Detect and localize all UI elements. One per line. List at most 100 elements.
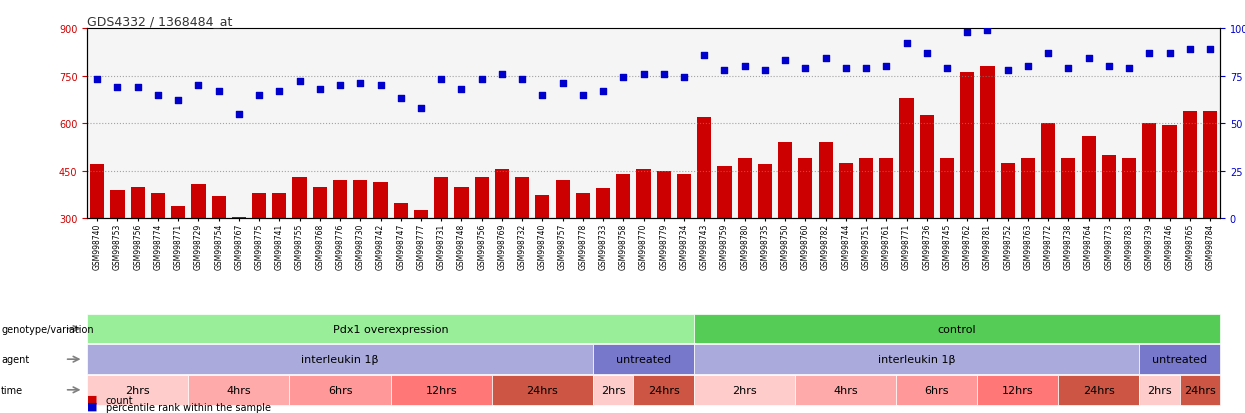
Bar [131,187,144,314]
Text: genotype/variation: genotype/variation [1,324,93,334]
Bar [697,118,711,314]
Point [977,28,997,34]
Point [754,67,774,74]
Point [391,96,411,102]
Point [573,92,593,99]
Point [857,66,876,72]
Point [209,88,229,95]
Text: 24hrs: 24hrs [647,385,680,395]
Bar [494,170,509,314]
Text: 2hrs: 2hrs [126,385,151,395]
Text: untreated: untreated [1152,354,1208,364]
Point [593,88,613,95]
Bar [1102,156,1116,314]
Bar [1183,111,1196,314]
Text: 4hrs: 4hrs [227,385,251,395]
Bar [1001,164,1015,314]
Point [1058,66,1078,72]
Point [310,86,330,93]
Text: control: control [937,324,976,334]
Bar [879,159,894,314]
Point [896,41,916,47]
Point [1038,50,1058,57]
Point [431,77,451,83]
Bar [393,203,408,314]
Bar [111,190,124,314]
Bar [656,171,671,314]
Bar [474,178,489,314]
Text: 6hrs: 6hrs [925,385,949,395]
Bar [1142,124,1157,314]
Point [815,56,835,63]
Bar [1122,159,1137,314]
Bar [616,175,630,314]
Bar [1061,159,1076,314]
Point [715,67,735,74]
Bar [354,181,367,314]
Text: 2hrs: 2hrs [1147,385,1172,395]
Point [916,50,936,57]
Bar [454,187,468,314]
Point [533,92,553,99]
Bar [940,159,954,314]
Bar [960,73,975,314]
Text: 12hrs: 12hrs [426,385,457,395]
Text: 24hrs: 24hrs [1083,385,1114,395]
Bar [171,206,186,314]
Text: untreated: untreated [616,354,671,364]
Bar [312,187,327,314]
Point [371,83,391,89]
Point [654,71,674,78]
Point [290,79,310,85]
Point [330,83,350,89]
Point [168,98,188,104]
Point [835,66,855,72]
Bar [899,99,914,314]
Text: ■: ■ [87,394,97,404]
Point [1180,47,1200,53]
Bar [293,178,306,314]
Point [937,66,957,72]
Point [411,105,431,112]
Bar [535,195,549,314]
Bar [1021,159,1035,314]
Point [796,66,815,72]
Point [614,75,634,82]
Point [735,64,754,70]
Bar [1041,124,1056,314]
Bar [596,189,610,314]
Point [997,67,1017,74]
Bar [818,143,833,314]
Bar [90,165,105,314]
Bar [232,217,247,314]
Bar [212,197,225,314]
Point [87,77,107,83]
Point [1078,56,1098,63]
Point [472,77,492,83]
Point [128,85,148,91]
Text: count: count [106,395,133,405]
Point [148,92,168,99]
Bar [1203,111,1218,314]
Bar [192,184,205,314]
Point [188,83,208,89]
Point [957,29,977,36]
Point [1018,64,1038,70]
Text: GDS4332 / 1368484_at: GDS4332 / 1368484_at [87,15,233,28]
Text: time: time [1,385,24,395]
Bar [737,159,752,314]
Bar [374,183,387,314]
Point [674,75,693,82]
Text: 24hrs: 24hrs [1184,385,1216,395]
Text: 4hrs: 4hrs [833,385,858,395]
Bar [555,181,570,314]
Point [107,85,127,91]
Point [512,77,532,83]
Bar [920,116,934,314]
Bar [778,143,792,314]
Text: 2hrs: 2hrs [732,385,757,395]
Bar [575,194,590,314]
Point [269,88,289,95]
Bar [758,165,772,314]
Bar [859,159,873,314]
